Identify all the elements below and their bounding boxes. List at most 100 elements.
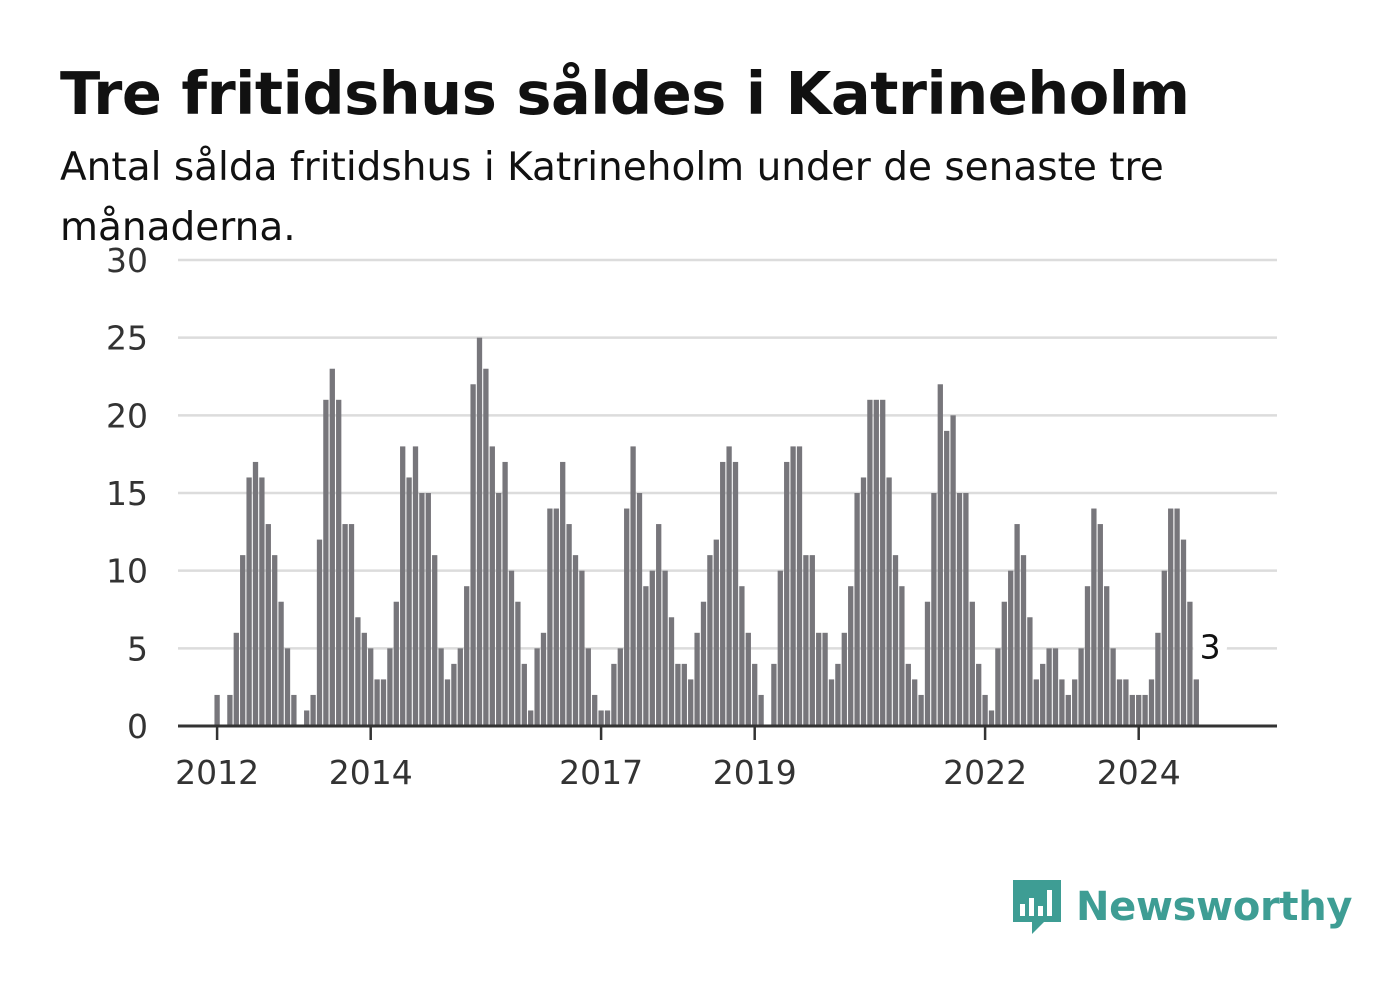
bar	[425, 493, 431, 726]
chart-title: Tre fritidshus såldes i Katrineholm	[60, 59, 1190, 128]
bar	[432, 555, 438, 726]
bar	[572, 555, 579, 726]
bar	[214, 694, 220, 726]
bar	[240, 555, 246, 726]
x-tick-label: 2014	[329, 753, 413, 792]
bar	[528, 710, 534, 726]
y-tick-label: 5	[127, 629, 148, 668]
chart-subtitle: Antal sålda fritidshus i Katrineholm und…	[60, 145, 1164, 250]
bar	[1110, 648, 1116, 726]
bar	[662, 570, 668, 726]
x-tick-label: 2019	[713, 753, 797, 792]
bar	[1072, 679, 1078, 726]
x-tick-label: 2024	[1097, 753, 1181, 792]
bar	[316, 539, 323, 726]
bar	[393, 601, 399, 726]
bar	[1180, 539, 1187, 726]
bar	[592, 694, 598, 726]
bar	[854, 493, 860, 726]
y-tick-label: 30	[106, 241, 148, 280]
bar	[732, 461, 739, 726]
bar	[483, 368, 489, 726]
bar	[931, 493, 937, 726]
bar	[515, 601, 521, 726]
bars	[214, 337, 1199, 726]
bar	[880, 399, 886, 726]
bar	[777, 570, 783, 726]
bar	[310, 694, 316, 726]
bar	[624, 508, 630, 726]
bar	[470, 384, 476, 726]
bar	[400, 446, 406, 726]
x-axis-ticks: 2012 2014 2017 2019 2022 2024	[175, 726, 1181, 792]
bar	[700, 601, 707, 726]
bar	[560, 461, 566, 726]
bar	[496, 493, 502, 726]
bar	[246, 477, 252, 726]
bar	[585, 648, 591, 726]
bar	[284, 648, 291, 726]
brand-name: Newsworthy	[1076, 884, 1353, 930]
bar	[720, 461, 726, 726]
bar	[1129, 694, 1135, 726]
bar	[1116, 679, 1123, 726]
bar	[873, 399, 879, 726]
bar	[656, 524, 662, 726]
bar	[1187, 601, 1193, 726]
bar	[368, 648, 374, 726]
bar	[1046, 648, 1052, 726]
highlight-value-label: 3	[1200, 627, 1221, 666]
bar	[790, 446, 796, 726]
highlight-callout: 3	[1193, 627, 1228, 666]
bar	[387, 648, 393, 726]
bar	[457, 648, 463, 726]
bar	[918, 694, 924, 726]
bar	[1136, 694, 1142, 726]
callout-background	[1193, 629, 1228, 664]
bar	[1001, 601, 1007, 726]
bar	[259, 477, 265, 726]
bar	[1097, 524, 1103, 726]
bar	[835, 663, 841, 726]
bar	[796, 446, 803, 726]
bar	[278, 601, 284, 726]
bar	[1078, 648, 1084, 726]
bar	[822, 632, 828, 726]
bar	[451, 663, 457, 726]
bar	[944, 430, 950, 726]
bar	[963, 493, 969, 726]
bar	[950, 415, 956, 726]
bar	[969, 601, 975, 726]
bar	[1104, 586, 1110, 726]
bar	[771, 663, 777, 726]
bar	[444, 679, 451, 726]
bar	[252, 461, 259, 726]
bar	[841, 632, 847, 726]
bar	[265, 524, 271, 726]
bar	[630, 446, 636, 726]
bar	[553, 508, 559, 726]
x-tick-label: 2017	[559, 753, 643, 792]
bar	[374, 679, 380, 726]
bar	[342, 524, 348, 726]
bar	[988, 710, 995, 726]
bar	[924, 601, 931, 726]
bar	[291, 694, 297, 726]
bar	[828, 679, 835, 726]
bar	[892, 555, 899, 726]
bar	[406, 477, 412, 726]
bar	[636, 493, 643, 726]
bar	[1168, 508, 1174, 726]
bar	[649, 570, 655, 726]
bar	[803, 555, 809, 726]
bar	[809, 555, 815, 726]
bar	[355, 617, 361, 726]
bar	[1174, 508, 1180, 726]
bar	[1084, 586, 1091, 726]
y-tick-label: 0	[127, 707, 148, 746]
bar	[1161, 570, 1167, 726]
bar	[547, 508, 553, 726]
bar	[1059, 679, 1065, 726]
y-tick-label: 10	[106, 552, 148, 591]
bar	[886, 477, 892, 726]
